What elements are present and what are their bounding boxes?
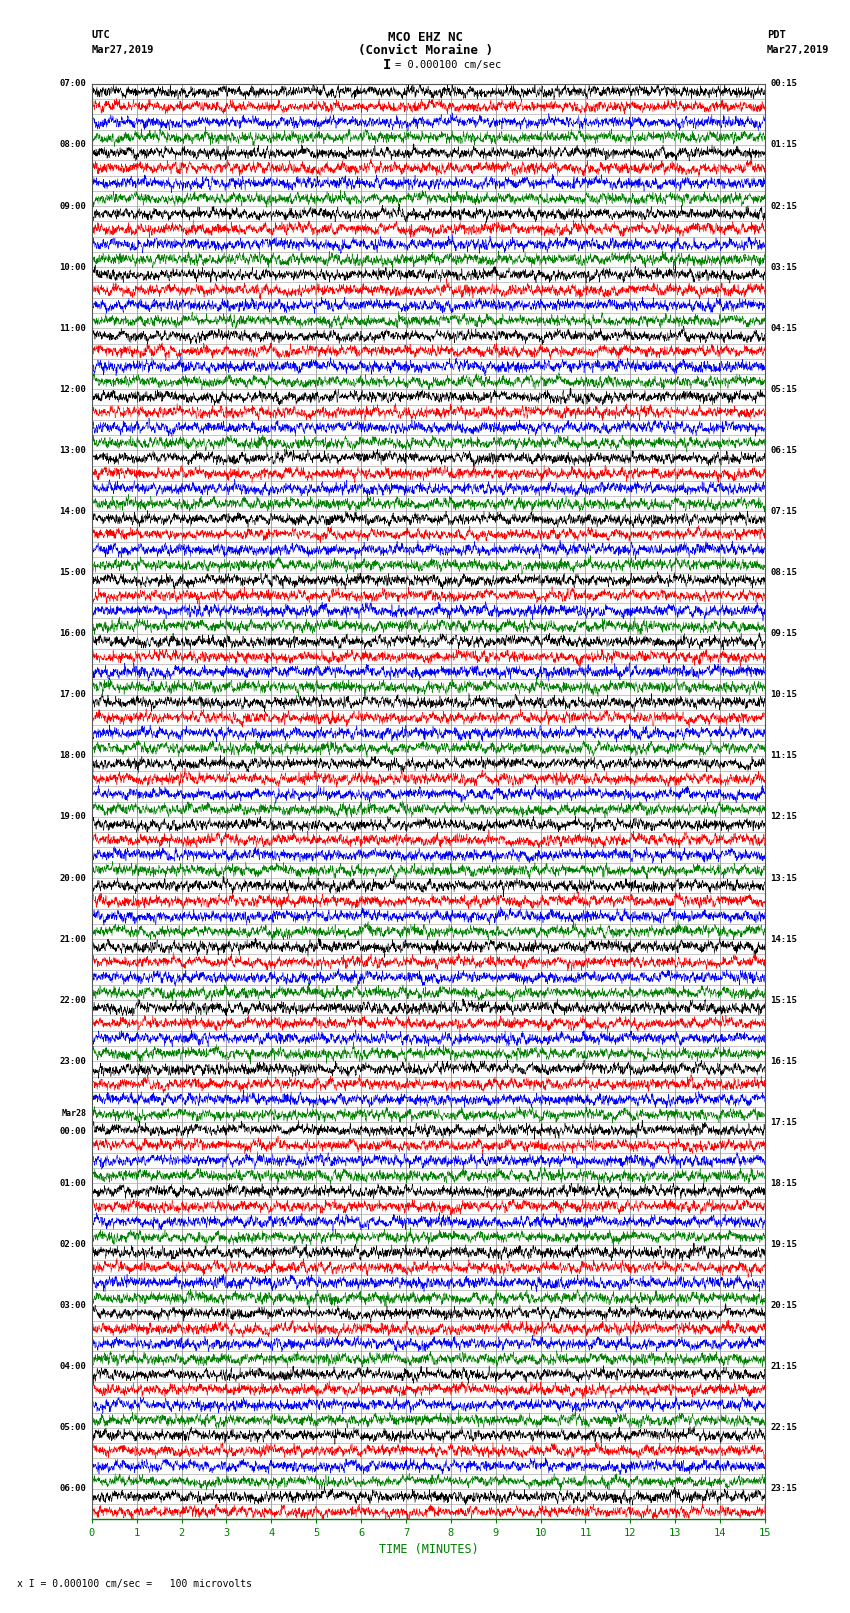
Text: 15:00: 15:00 <box>60 568 87 577</box>
Text: 19:00: 19:00 <box>60 813 87 821</box>
Text: 21:00: 21:00 <box>60 934 87 944</box>
Text: 20:00: 20:00 <box>60 874 87 882</box>
Text: 08:15: 08:15 <box>770 568 797 577</box>
Text: 23:00: 23:00 <box>60 1057 87 1066</box>
Text: 16:00: 16:00 <box>60 629 87 639</box>
Text: 09:15: 09:15 <box>770 629 797 639</box>
Text: 03:00: 03:00 <box>60 1302 87 1310</box>
Text: 02:15: 02:15 <box>770 202 797 211</box>
Text: 00:15: 00:15 <box>770 79 797 89</box>
Text: 10:00: 10:00 <box>60 263 87 271</box>
Text: 16:15: 16:15 <box>770 1057 797 1066</box>
Text: 18:15: 18:15 <box>770 1179 797 1187</box>
Text: 04:00: 04:00 <box>60 1363 87 1371</box>
Text: 13:00: 13:00 <box>60 445 87 455</box>
Text: 23:15: 23:15 <box>770 1484 797 1494</box>
Text: I: I <box>382 58 391 71</box>
Text: 14:15: 14:15 <box>770 934 797 944</box>
Text: PDT: PDT <box>767 31 785 40</box>
Text: MCO EHZ NC: MCO EHZ NC <box>388 31 462 44</box>
Text: 12:15: 12:15 <box>770 813 797 821</box>
Text: 17:00: 17:00 <box>60 690 87 700</box>
Text: 22:00: 22:00 <box>60 995 87 1005</box>
Text: = 0.000100 cm/sec: = 0.000100 cm/sec <box>395 60 501 69</box>
Text: 11:00: 11:00 <box>60 324 87 332</box>
Text: 18:00: 18:00 <box>60 752 87 760</box>
Text: 06:00: 06:00 <box>60 1484 87 1494</box>
Text: 21:15: 21:15 <box>770 1363 797 1371</box>
Text: 13:15: 13:15 <box>770 874 797 882</box>
Text: 05:00: 05:00 <box>60 1423 87 1432</box>
Text: 09:00: 09:00 <box>60 202 87 211</box>
Text: 06:15: 06:15 <box>770 445 797 455</box>
Text: UTC: UTC <box>92 31 110 40</box>
Text: 08:00: 08:00 <box>60 140 87 150</box>
Text: Mar27,2019: Mar27,2019 <box>92 45 155 55</box>
Text: Mar28: Mar28 <box>61 1110 87 1118</box>
Text: Mar27,2019: Mar27,2019 <box>767 45 830 55</box>
Text: 19:15: 19:15 <box>770 1240 797 1248</box>
Text: 00:00: 00:00 <box>60 1126 87 1136</box>
Text: 10:15: 10:15 <box>770 690 797 700</box>
Text: (Convict Moraine ): (Convict Moraine ) <box>358 44 492 56</box>
Text: 01:00: 01:00 <box>60 1179 87 1187</box>
Text: 04:15: 04:15 <box>770 324 797 332</box>
Text: 12:00: 12:00 <box>60 386 87 394</box>
Text: 15:15: 15:15 <box>770 995 797 1005</box>
Text: 07:00: 07:00 <box>60 79 87 89</box>
Text: x I = 0.000100 cm/sec =   100 microvolts: x I = 0.000100 cm/sec = 100 microvolts <box>17 1579 252 1589</box>
Text: 14:00: 14:00 <box>60 506 87 516</box>
Text: 22:15: 22:15 <box>770 1423 797 1432</box>
Text: 03:15: 03:15 <box>770 263 797 271</box>
Text: 05:15: 05:15 <box>770 386 797 394</box>
Text: 01:15: 01:15 <box>770 140 797 150</box>
Text: 20:15: 20:15 <box>770 1302 797 1310</box>
Text: 02:00: 02:00 <box>60 1240 87 1248</box>
Text: 07:15: 07:15 <box>770 506 797 516</box>
X-axis label: TIME (MINUTES): TIME (MINUTES) <box>378 1542 479 1555</box>
Text: 17:15: 17:15 <box>770 1118 797 1127</box>
Text: 11:15: 11:15 <box>770 752 797 760</box>
